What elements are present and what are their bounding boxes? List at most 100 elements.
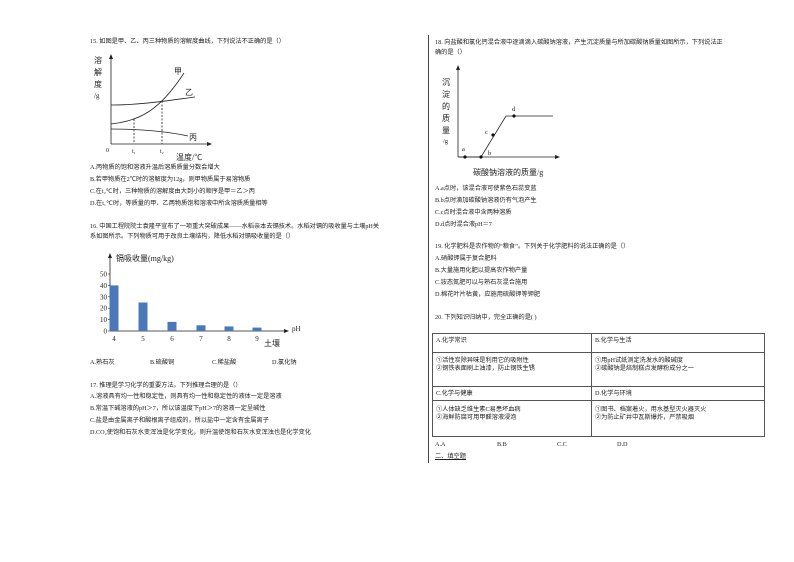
bar-ph-4 (109, 285, 119, 331)
q18-label-c: c (485, 129, 488, 136)
q18-point-c (491, 133, 495, 137)
q16-option-d: D.氯化钠 (272, 359, 297, 366)
q19-option-d: D.棉花叶片枯黄，应施用硫酸钾等钾肥 (435, 291, 541, 298)
table-a-line2: ②钢铁表面刷上油漆，防止钢铁生锈 (436, 364, 535, 372)
table-d-line2: ②为防止矿井中瓦斯爆炸，严禁吸烟 (595, 413, 694, 421)
q20-stem: 20. 下列知识归纳中，完全正确的是( ) (435, 314, 537, 321)
q18-stem-line1: 18. 向盐酸和氯化钙混合液中逐滴滴入碳酸钠溶液，产生沉淀质量与所加碳酸钠质量如… (435, 39, 723, 46)
column-divider (428, 35, 429, 463)
table-cell-c: ①人体缺乏维生素C易患坏血病 ②海鲜防腐可用甲醛溶液浸泡 (433, 404, 524, 423)
q18-option-b: B.b点时滴加碳酸钠溶液仍有气泡产生 (435, 197, 537, 204)
q15-ylabel-1: 溶 (94, 55, 102, 65)
q18-ylabel-2: 淀 (442, 89, 450, 99)
q15-label-jia: 甲 (174, 67, 182, 76)
table-b-line2: ②碳酸钠是焙制糕点发酵粉成分之一 (595, 364, 694, 372)
x-tick-label: 9 (255, 335, 259, 343)
q19-stem: 19. 化学肥料是农作物的“粮食”。下列关于化学肥料的说法正确的是（） (435, 243, 630, 250)
bar-ph-6 (167, 321, 177, 331)
q18-option-a: A.a点时，该混合液可使紫色石蕊变蓝 (435, 185, 537, 192)
q15-curve-jia (110, 72, 185, 125)
q15-xlabel: 温度/℃ (176, 152, 202, 162)
q20-option-c: C.C (557, 441, 567, 448)
q16-option-a: A.熟石灰 (90, 359, 115, 366)
bar-ph-9 (252, 327, 262, 331)
q16-stem-line1: 16. 中国工程院院士袁隆平宣布了一项重大突破成果——水稻亲本去镉技术。水稻对镉… (90, 223, 380, 230)
q16-ylabel: 镉吸收量(mg/kg) (116, 253, 174, 263)
q18-ylabel-6: /g (443, 138, 449, 145)
q15-t2: t₂ (160, 149, 164, 155)
q15-t1: t₁ (132, 149, 136, 155)
bar-ph-8 (224, 326, 234, 331)
q18-label-b: b (488, 150, 491, 157)
y-tick-label: 40 (100, 282, 108, 290)
y-tick-label: 10 (100, 316, 108, 324)
q15-ylabel-2: 解 (94, 67, 102, 77)
q17-option-a: A.溶液具有均一性和稳定性，则具有均一性和稳定性的液体一定是溶液 (90, 393, 282, 400)
q18-ylabel-1: 沉 (442, 78, 450, 87)
q18-label-a: a (462, 146, 465, 153)
q15-stem: 15. 如图是甲、乙、丙三种物质的溶解度曲线，下列说法不正确的是（） (90, 38, 285, 45)
q15-label-yi: 乙 (185, 88, 193, 97)
section-heading-fill-in: 二、填空题 (435, 453, 466, 460)
y-tick-label: 50 (100, 271, 108, 279)
q19-option-b: B.大量施用化肥以提高农作物产量 (435, 267, 528, 274)
table-head-b: B.化学与生活 (595, 337, 632, 344)
q19-option-a: A.硝酸钾属于复合肥料 (435, 255, 497, 262)
q17-option-c: C.盐是由金属离子和酸根离子组成的，所以盐中一定含有金属离子 (90, 417, 269, 424)
x-tick-label: 4 (112, 335, 116, 343)
y-tick-label: 0 (104, 328, 108, 336)
table-a-line1: ①活性炭除异味是利用它的吸附性 (436, 357, 529, 364)
q15-option-c: C.在t₂℃时，三种物质的溶解度由大到小的顺序是甲＝乙＞丙 (90, 188, 255, 195)
x-tick-label: 5 (141, 335, 145, 343)
q18-point-d (512, 114, 516, 118)
q16-xlabel: pH (292, 325, 301, 333)
q18-stem-line2: 确的是（） (435, 49, 466, 56)
q18-ylabel-5: 量 (442, 126, 450, 135)
q18-point-b (479, 155, 483, 159)
q15-curve-bing (110, 128, 189, 137)
table-b-line1: ①用pH试纸测定洗发水的酸碱度 (595, 357, 683, 364)
table-head-c: C.化学与健康 (436, 390, 473, 397)
table-head-a: A.化学常识 (436, 337, 467, 344)
y-tick-label: 30 (100, 293, 108, 301)
q15-label-bing: 丙 (189, 133, 197, 142)
x-tick-label: 6 (170, 335, 174, 343)
q16-xlabel2: 土壤 (264, 338, 280, 348)
table-d-line1: ①图书、档案着火，用水基型灭火器灭火 (595, 406, 707, 413)
q18-option-d: D.d点时混合液pH＝7 (435, 221, 492, 228)
q15-ylabel-4: /g (94, 92, 100, 100)
q18-ylabel-3: 的 (442, 101, 450, 111)
q18-point-a (463, 155, 467, 159)
table-cell-d: ①图书、档案着火，用水基型灭火器灭火 ②为防止矿井中瓦斯爆炸，严禁吸烟 (592, 404, 709, 423)
bar-ph-7 (196, 325, 206, 331)
q19-option-c: C.铵态氮肥可以与熟石灰混合施用 (435, 279, 528, 286)
q16-option-b: B.硫酸铜 (150, 359, 175, 366)
table-cell-b: ①用pH试纸测定洗发水的酸碱度 ②碳酸钠是焙制糕点发酵粉成分之一 (592, 355, 697, 374)
q17-option-d: D.CO₂使饱和石灰水变浑浊是化学变化，则升温使饱和石灰水变浑浊也是化学变化 (90, 429, 311, 436)
q15-origin: 0 (106, 148, 109, 154)
q15-option-a: A.丙物质的饱和溶液升温后溶质质量分数会增大 (90, 164, 220, 171)
x-tick-label: 7 (199, 335, 203, 343)
table-head-d: D.化学与环境 (595, 390, 632, 397)
q15-option-d: D.在t₁℃时，等质量的甲、乙两物质饱和溶液中所含溶质质量相等 (90, 200, 268, 207)
q18-curve (458, 115, 553, 158)
q17-option-b: B.常温下碱溶液的pH＞7，所以该温度下pH＞7的溶液一定呈碱性 (90, 405, 266, 412)
q15-curve-yi (110, 96, 196, 106)
q16-stem-line2: 系如图所示。下列物质可用于改良土壤结构，降低水稻对镉吸收量的是（） (90, 233, 295, 240)
q20-option-a: A.A (435, 441, 446, 448)
table-c-line2: ②海鲜防腐可用甲醛溶液浸泡 (436, 413, 517, 421)
q20-option-d: D.D (617, 441, 628, 448)
q20-option-b: B.B (497, 441, 507, 448)
q15-option-b: B.若甲物质在2℃时的溶解度为12g，则甲物质属于易溶物质 (90, 176, 251, 183)
table-cell-a: ①活性炭除异味是利用它的吸附性 ②钢铁表面刷上油漆，防止钢铁生锈 (433, 355, 538, 374)
q18-xlabel: 碳酸钠溶液的质量/g (473, 167, 543, 177)
q18-ylabel-4: 质 (442, 113, 450, 123)
bar-ph-5 (138, 302, 148, 331)
y-tick-label: 20 (100, 305, 108, 313)
table-c-line1: ①人体缺乏维生素C易患坏血病 (436, 406, 521, 413)
x-tick-label: 8 (227, 335, 231, 343)
q15-ylabel-3: 度 (94, 79, 102, 89)
